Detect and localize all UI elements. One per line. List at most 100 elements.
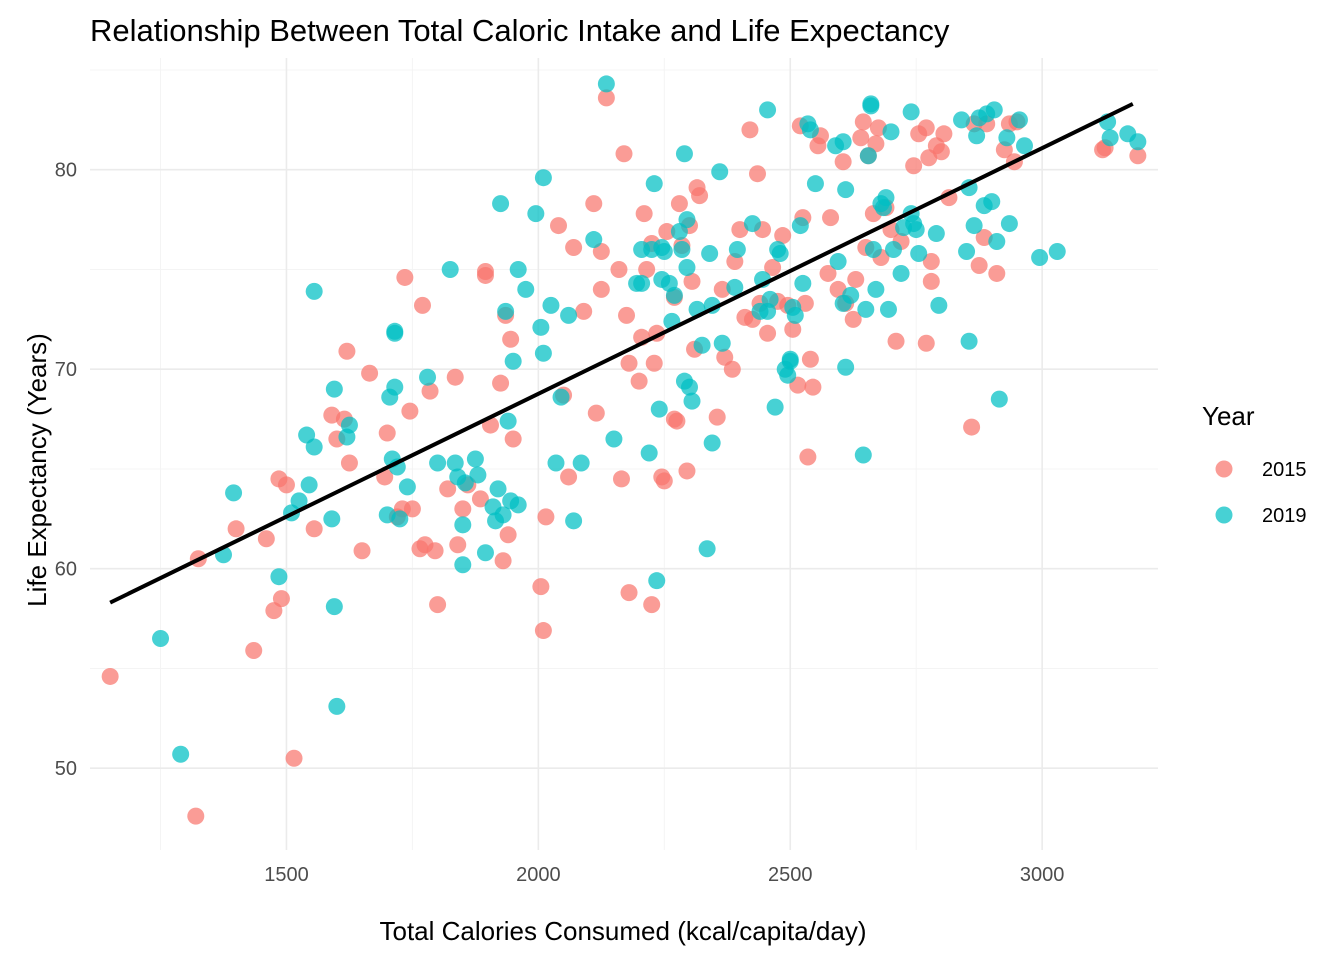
- data-point: [466, 450, 484, 468]
- data-point: [766, 398, 784, 416]
- data-point: [837, 358, 855, 376]
- data-point: [585, 195, 603, 213]
- data-point: [708, 408, 726, 426]
- data-point: [917, 119, 935, 137]
- data-point: [749, 165, 766, 183]
- data-point: [645, 354, 663, 372]
- x-tick-label: 2000: [516, 864, 561, 886]
- data-point: [492, 195, 510, 213]
- data-point: [1010, 111, 1028, 129]
- data-point: [547, 454, 565, 472]
- data-point: [386, 324, 404, 342]
- data-point: [328, 697, 346, 715]
- data-point: [829, 252, 847, 270]
- data-point: [658, 223, 676, 241]
- major-gridlines: [90, 58, 1158, 850]
- x-tick-label: 2500: [768, 864, 813, 886]
- data-point: [988, 264, 1006, 282]
- data-point: [272, 590, 290, 608]
- data-point: [779, 366, 797, 384]
- data-point: [728, 241, 746, 259]
- data-point: [794, 274, 812, 292]
- data-point: [630, 372, 648, 390]
- data-point: [834, 153, 852, 171]
- data-point: [759, 324, 777, 342]
- data-point: [771, 245, 789, 263]
- legend-label: 2019: [1262, 505, 1307, 527]
- data-point: [761, 290, 779, 308]
- legend: Year 2015 2019: [1202, 401, 1307, 527]
- data-point: [650, 400, 668, 418]
- data-point: [471, 490, 489, 508]
- data-point: [446, 454, 464, 472]
- data-point: [396, 268, 414, 286]
- data-point: [494, 506, 512, 524]
- data-point: [1031, 248, 1049, 266]
- data-point: [910, 245, 928, 263]
- data-point: [965, 217, 983, 235]
- data-point: [401, 402, 419, 420]
- data-point: [449, 536, 467, 554]
- x-tick-labels: 1500 2000 2500 3000: [264, 864, 1064, 886]
- data-point: [902, 103, 920, 121]
- data-point: [852, 129, 870, 147]
- data-point: [726, 278, 744, 296]
- data-point: [678, 211, 696, 229]
- data-point: [781, 350, 799, 368]
- data-point: [492, 374, 510, 392]
- data-point: [922, 272, 940, 290]
- data-point: [476, 266, 494, 284]
- data-point: [469, 466, 487, 484]
- data-point: [446, 368, 464, 386]
- data-point: [429, 454, 447, 472]
- data-point: [172, 745, 190, 763]
- data-point: [454, 500, 472, 518]
- data-point: [560, 306, 578, 324]
- data-point: [499, 526, 517, 544]
- data-point: [854, 113, 872, 131]
- data-point: [867, 280, 885, 298]
- data-point: [804, 378, 822, 396]
- data-point: [799, 448, 817, 466]
- y-tick-label: 70: [55, 359, 77, 381]
- chart-title: Relationship Between Total Caloric Intak…: [90, 13, 950, 48]
- data-point: [701, 245, 719, 263]
- data-point: [907, 221, 925, 239]
- data-point: [325, 598, 343, 616]
- data-point: [968, 127, 986, 145]
- data-point: [340, 416, 358, 434]
- data-point: [640, 444, 658, 462]
- data-point: [504, 352, 522, 370]
- x-axis-title: Total Calories Consumed (kcal/capita/day…: [380, 916, 867, 946]
- minor-gridlines: [90, 58, 1158, 850]
- data-point: [340, 454, 358, 472]
- data-point: [935, 125, 953, 143]
- data-point: [723, 360, 741, 378]
- data-point: [882, 123, 900, 141]
- data-point: [572, 454, 590, 472]
- data-point: [665, 286, 683, 304]
- legend-title: Year: [1202, 401, 1255, 431]
- data-point: [990, 390, 1008, 408]
- y-tick-label: 80: [55, 160, 77, 182]
- data-point: [550, 217, 568, 235]
- data-point: [517, 280, 535, 298]
- data-point: [1016, 137, 1033, 155]
- data-point: [1000, 215, 1018, 233]
- data-point: [859, 147, 877, 165]
- data-point: [759, 101, 777, 119]
- data-point: [270, 568, 288, 586]
- data-point: [774, 227, 792, 245]
- data-point: [305, 438, 323, 456]
- data-point: [648, 572, 666, 590]
- data-point: [932, 143, 950, 161]
- data-point: [441, 260, 459, 278]
- data-point: [784, 320, 802, 338]
- data-point: [101, 667, 119, 685]
- data-point: [892, 264, 910, 282]
- data-point: [703, 434, 721, 452]
- data-point: [680, 378, 698, 396]
- data-point: [527, 205, 545, 223]
- data-point: [489, 480, 507, 498]
- data-point: [905, 157, 923, 175]
